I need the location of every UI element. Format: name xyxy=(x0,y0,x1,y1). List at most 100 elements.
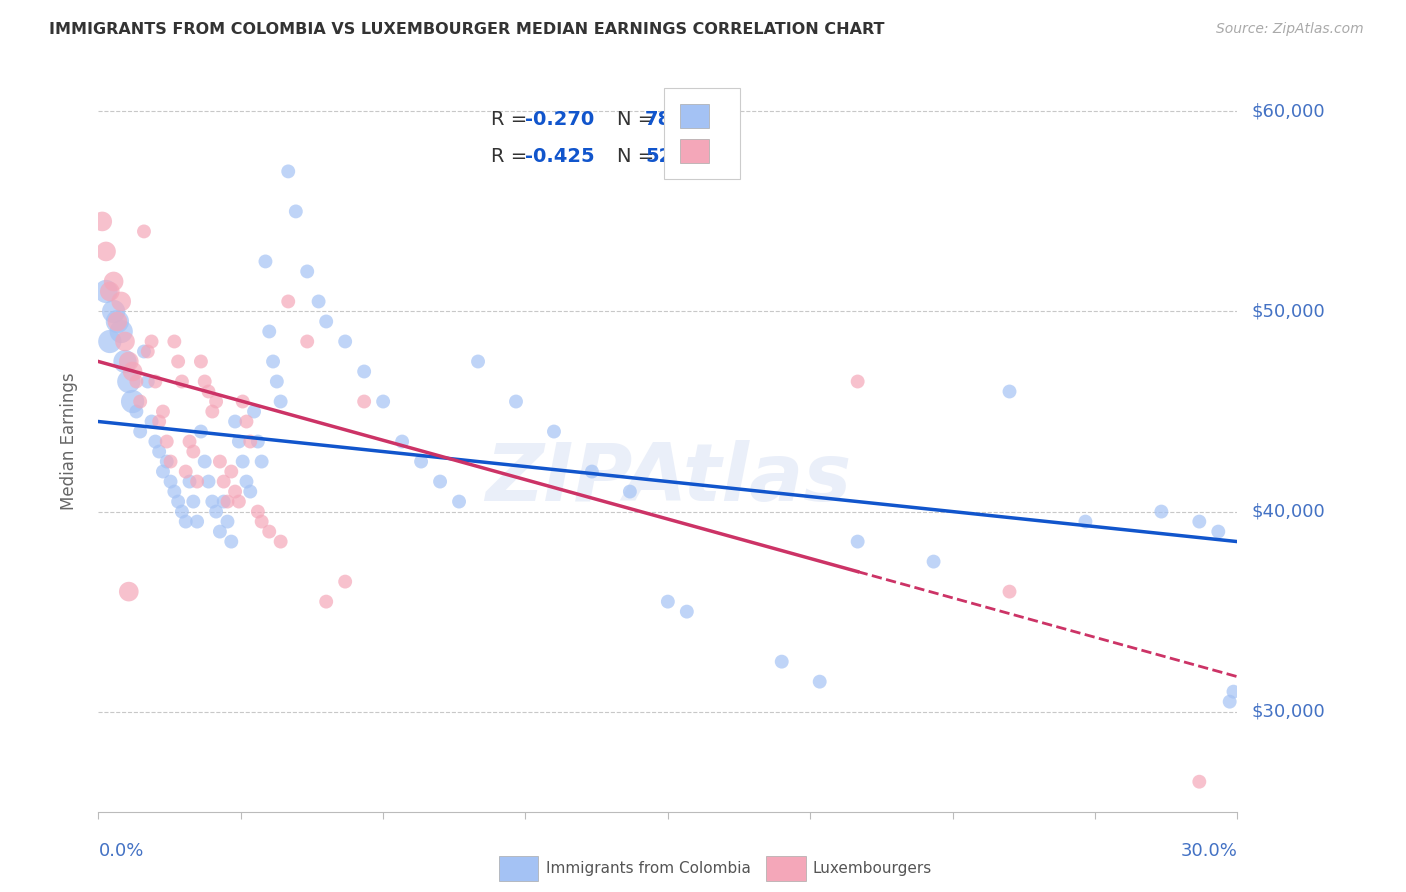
Point xyxy=(505,394,527,409)
Point xyxy=(190,354,212,368)
Point xyxy=(118,375,141,389)
Point xyxy=(315,594,337,608)
Point xyxy=(205,505,228,519)
Point xyxy=(121,364,143,378)
Point xyxy=(232,454,254,468)
Point xyxy=(145,375,167,389)
Point xyxy=(145,434,167,449)
Text: R =: R = xyxy=(491,147,534,166)
Point xyxy=(194,454,217,468)
Point xyxy=(132,224,155,238)
Point xyxy=(107,314,129,328)
Point xyxy=(174,515,197,529)
Point xyxy=(1074,515,1097,529)
Point xyxy=(232,394,254,409)
Point xyxy=(922,555,945,569)
Point xyxy=(239,434,262,449)
Point xyxy=(259,524,281,539)
Text: $40,000: $40,000 xyxy=(1251,502,1324,521)
Point xyxy=(183,444,205,458)
Point xyxy=(107,314,129,328)
Point xyxy=(183,494,205,508)
Point xyxy=(167,354,190,368)
Point xyxy=(208,524,231,539)
Point xyxy=(250,454,273,468)
Point xyxy=(159,475,181,489)
Point xyxy=(308,294,330,309)
Text: R =: R = xyxy=(491,110,534,129)
Point xyxy=(297,264,319,278)
Point xyxy=(174,465,197,479)
Point xyxy=(270,394,292,409)
Point xyxy=(250,515,273,529)
Point xyxy=(221,534,243,549)
Point xyxy=(103,275,125,289)
Text: Luxembourgers: Luxembourgers xyxy=(813,862,932,876)
Point xyxy=(246,505,269,519)
Point xyxy=(315,314,337,328)
Point xyxy=(98,285,121,299)
Point xyxy=(239,484,262,499)
Text: N =: N = xyxy=(617,110,659,129)
Point xyxy=(998,584,1021,599)
Point xyxy=(266,375,288,389)
Point xyxy=(212,475,235,489)
Point xyxy=(243,404,266,418)
Point xyxy=(170,375,193,389)
Point xyxy=(228,494,250,508)
Point xyxy=(103,304,125,318)
Text: 30.0%: 30.0% xyxy=(1181,842,1237,860)
Point xyxy=(581,465,603,479)
Point xyxy=(1222,684,1244,698)
Point xyxy=(221,465,243,479)
Point xyxy=(1188,515,1211,529)
Text: -0.425: -0.425 xyxy=(526,147,595,166)
Point xyxy=(998,384,1021,399)
Point xyxy=(353,394,375,409)
Point xyxy=(391,434,413,449)
Point xyxy=(254,254,277,268)
Point xyxy=(197,384,219,399)
Point xyxy=(167,494,190,508)
Point xyxy=(228,434,250,449)
Point xyxy=(170,505,193,519)
Point xyxy=(159,454,181,468)
Point xyxy=(186,475,208,489)
Point xyxy=(152,465,174,479)
Point xyxy=(467,354,489,368)
Point xyxy=(1150,505,1173,519)
Point xyxy=(208,454,231,468)
Point xyxy=(277,294,299,309)
Point xyxy=(163,484,186,499)
Point xyxy=(197,475,219,489)
Point xyxy=(163,334,186,349)
Text: IMMIGRANTS FROM COLOMBIA VS LUXEMBOURGER MEDIAN EARNINGS CORRELATION CHART: IMMIGRANTS FROM COLOMBIA VS LUXEMBOURGER… xyxy=(49,22,884,37)
Point xyxy=(129,425,152,439)
Point xyxy=(1219,695,1241,709)
Point xyxy=(411,454,433,468)
Point xyxy=(98,334,121,349)
Point xyxy=(846,534,869,549)
Point xyxy=(235,415,257,429)
Point xyxy=(217,515,239,529)
Point xyxy=(114,354,136,368)
Point xyxy=(676,605,699,619)
Text: Source: ZipAtlas.com: Source: ZipAtlas.com xyxy=(1216,22,1364,37)
Point xyxy=(429,475,451,489)
Point xyxy=(110,294,132,309)
Point xyxy=(186,515,208,529)
Point xyxy=(148,444,170,458)
Point xyxy=(201,494,224,508)
Point xyxy=(808,674,831,689)
Point xyxy=(205,394,228,409)
Point xyxy=(262,354,284,368)
Point xyxy=(335,574,357,589)
Text: $50,000: $50,000 xyxy=(1251,302,1324,320)
Point xyxy=(121,394,143,409)
Point xyxy=(543,425,565,439)
Point xyxy=(201,404,224,418)
Point xyxy=(141,415,163,429)
Point xyxy=(136,375,159,389)
Point xyxy=(156,454,179,468)
Text: ZIPAtlas: ZIPAtlas xyxy=(485,440,851,517)
